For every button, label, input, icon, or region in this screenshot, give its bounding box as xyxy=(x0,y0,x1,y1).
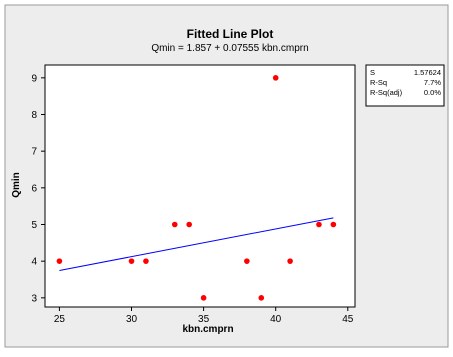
y-tick-label: 5 xyxy=(31,220,37,231)
chart-subtitle: Qmin = 1.857 + 0.07555 kbn.cmprn xyxy=(151,43,308,54)
data-point xyxy=(200,295,207,301)
y-tick-label: 4 xyxy=(31,257,37,268)
stat-label: S xyxy=(370,68,375,77)
fit-line-group xyxy=(59,217,334,271)
chart-title: Fitted Line Plot xyxy=(187,27,274,41)
stat-value: 0.0% xyxy=(424,88,441,97)
data-point xyxy=(244,258,250,264)
data-point xyxy=(143,258,149,264)
stat-label: R-Sq(adj) xyxy=(370,88,403,97)
data-point xyxy=(56,258,63,264)
data-point xyxy=(272,75,279,81)
data-point xyxy=(316,221,322,228)
data-point xyxy=(330,221,337,228)
y-tick-label: 6 xyxy=(31,183,37,194)
data-point xyxy=(128,258,135,264)
data-point xyxy=(186,221,192,228)
data-point xyxy=(258,295,265,301)
y-tick-label: 3 xyxy=(31,293,37,304)
stat-value: 7.7% xyxy=(424,78,441,87)
stats-box xyxy=(365,64,445,107)
y-tick-label: 7 xyxy=(31,147,37,158)
stats-table: S 1.57624 R-Sq 7.7% R-Sq(adj) 0.0% xyxy=(370,68,441,97)
plot-area xyxy=(44,64,356,308)
x-axis-label: kbn.cmprn xyxy=(182,324,233,335)
x-tick-label: 45 xyxy=(342,314,354,325)
data-points xyxy=(56,75,337,301)
fit-line xyxy=(59,217,334,271)
stat-value: 1.57624 xyxy=(414,68,441,77)
data-point xyxy=(287,258,293,264)
x-tick-label: 35 xyxy=(198,314,210,325)
x-tick-label: 25 xyxy=(54,314,66,325)
y-tick-label: 8 xyxy=(31,110,37,121)
y-axis-label: Qmin xyxy=(11,172,22,198)
y-tick-label: 9 xyxy=(31,73,37,84)
stat-label: R-Sq xyxy=(370,78,387,87)
x-tick-label: 30 xyxy=(126,314,138,325)
x-tick-label: 40 xyxy=(270,314,282,325)
data-point xyxy=(171,221,178,228)
